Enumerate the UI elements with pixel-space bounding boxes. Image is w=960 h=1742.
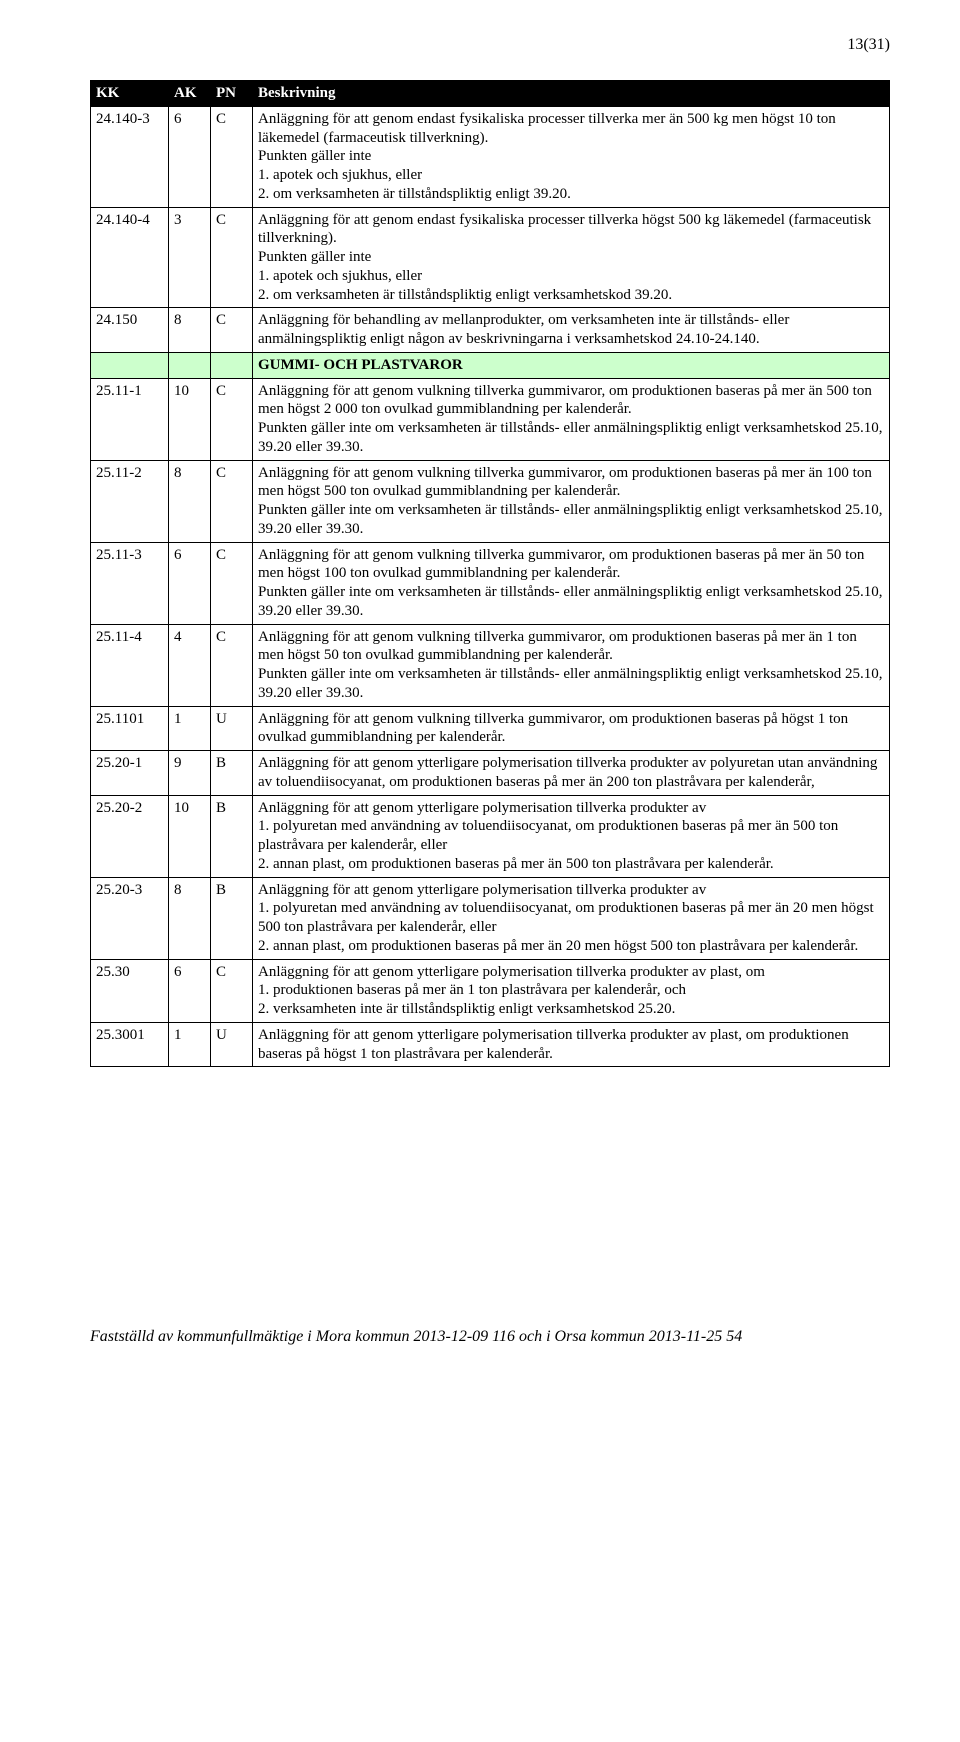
cell-kk: 25.11-1 [91, 378, 169, 460]
table-header-row: KK AK PN Beskrivning [91, 81, 890, 107]
table-row: 25.11-110CAnläggning för att genom vulkn… [91, 378, 890, 460]
cell-desc: Anläggning för behandling av mellanprodu… [253, 308, 890, 353]
cell-ak: 6 [169, 542, 211, 624]
table-row: 25.11-36CAnläggning för att genom vulkni… [91, 542, 890, 624]
cell-desc: Anläggning för att genom vulkning tillve… [253, 460, 890, 542]
cell-kk: 25.20-2 [91, 795, 169, 877]
cell-ak: 1 [169, 1022, 211, 1067]
cell-pn: B [211, 877, 253, 959]
cell-desc: Anläggning för att genom ytterligare pol… [253, 1022, 890, 1067]
cell-desc: Anläggning för att genom vulkning tillve… [253, 378, 890, 460]
cell-desc: Anläggning för att genom endast fysikali… [253, 106, 890, 207]
cell-pn: C [211, 460, 253, 542]
section-blank-cell [211, 352, 253, 378]
header-ak: AK [169, 81, 211, 107]
cell-ak: 6 [169, 106, 211, 207]
cell-desc: Anläggning för att genom vulkning tillve… [253, 624, 890, 706]
cell-ak: 9 [169, 751, 211, 796]
cell-pn: B [211, 795, 253, 877]
cell-desc: Anläggning för att genom endast fysikali… [253, 207, 890, 308]
table-row: 25.30011UAnläggning för att genom ytterl… [91, 1022, 890, 1067]
cell-kk: 25.30 [91, 959, 169, 1022]
cell-kk: 25.11-4 [91, 624, 169, 706]
header-desc: Beskrivning [253, 81, 890, 107]
cell-ak: 10 [169, 378, 211, 460]
section-blank-cell [169, 352, 211, 378]
table-row: 25.20-19BAnläggning för att genom ytterl… [91, 751, 890, 796]
cell-ak: 8 [169, 877, 211, 959]
cell-pn: C [211, 308, 253, 353]
cell-pn: C [211, 959, 253, 1022]
header-kk: KK [91, 81, 169, 107]
cell-pn: C [211, 106, 253, 207]
cell-kk: 25.1101 [91, 706, 169, 751]
table-row: 25.11-28CAnläggning för att genom vulkni… [91, 460, 890, 542]
cell-kk: 25.20-3 [91, 877, 169, 959]
cell-desc: Anläggning för att genom vulkning tillve… [253, 542, 890, 624]
cell-kk: 24.140-3 [91, 106, 169, 207]
table-row: 25.20-210BAnläggning för att genom ytter… [91, 795, 890, 877]
table-row: 24.1508CAnläggning för behandling av mel… [91, 308, 890, 353]
table-row: 25.20-38BAnläggning för att genom ytterl… [91, 877, 890, 959]
cell-ak: 4 [169, 624, 211, 706]
cell-desc: Anläggning för att genom ytterligare pol… [253, 959, 890, 1022]
cell-kk: 25.20-1 [91, 751, 169, 796]
page-number: 13(31) [847, 36, 890, 54]
cell-pn: B [211, 751, 253, 796]
cell-kk: 25.11-3 [91, 542, 169, 624]
cell-ak: 6 [169, 959, 211, 1022]
section-heading: GUMMI- OCH PLASTVAROR [253, 352, 890, 378]
cell-pn: C [211, 624, 253, 706]
table-row: GUMMI- OCH PLASTVAROR [91, 352, 890, 378]
cell-desc: Anläggning för att genom ytterligare pol… [253, 877, 890, 959]
document-page: 13(31) KK AK PN Beskrivning 24.140-36CAn… [0, 0, 960, 1388]
cell-ak: 8 [169, 308, 211, 353]
cell-kk: 25.3001 [91, 1022, 169, 1067]
table-row: 25.11011UAnläggning för att genom vulkni… [91, 706, 890, 751]
cell-pn: C [211, 207, 253, 308]
cell-ak: 10 [169, 795, 211, 877]
cell-pn: C [211, 378, 253, 460]
cell-desc: Anläggning för att genom vulkning tillve… [253, 706, 890, 751]
section-blank-cell [91, 352, 169, 378]
table-row: 24.140-43CAnläggning för att genom endas… [91, 207, 890, 308]
cell-kk: 24.150 [91, 308, 169, 353]
header-pn: PN [211, 81, 253, 107]
cell-ak: 3 [169, 207, 211, 308]
cell-ak: 1 [169, 706, 211, 751]
classification-table: KK AK PN Beskrivning 24.140-36CAnläggnin… [90, 80, 890, 1067]
table-row: 25.306CAnläggning för att genom ytterlig… [91, 959, 890, 1022]
cell-kk: 24.140-4 [91, 207, 169, 308]
cell-pn: U [211, 1022, 253, 1067]
table-body: 24.140-36CAnläggning för att genom endas… [91, 106, 890, 1067]
cell-pn: U [211, 706, 253, 751]
cell-kk: 25.11-2 [91, 460, 169, 542]
cell-ak: 8 [169, 460, 211, 542]
cell-desc: Anläggning för att genom ytterligare pol… [253, 795, 890, 877]
table-row: 24.140-36CAnläggning för att genom endas… [91, 106, 890, 207]
table-row: 25.11-44CAnläggning för att genom vulkni… [91, 624, 890, 706]
footer-text: Fastställd av kommunfullmäktige i Mora k… [90, 1327, 890, 1348]
cell-pn: C [211, 542, 253, 624]
cell-desc: Anläggning för att genom ytterligare pol… [253, 751, 890, 796]
